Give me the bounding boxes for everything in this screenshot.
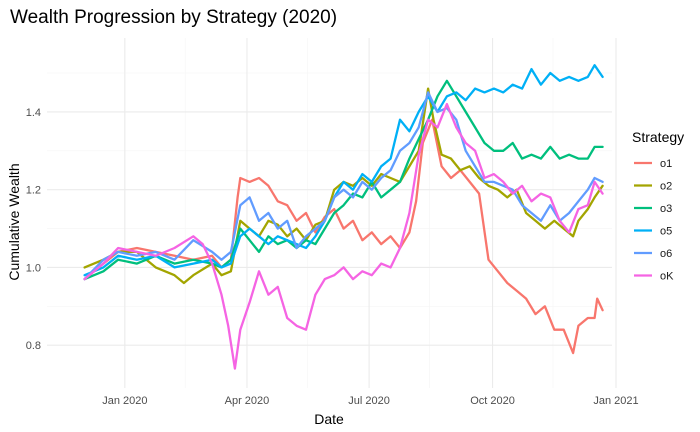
x-axis-title: Date (314, 411, 344, 427)
legend-label-o6: o6 (660, 248, 672, 260)
series-line-oK (83, 102, 604, 370)
legend-label-o2: o2 (660, 181, 672, 193)
y-tick-label: 1.0 (26, 262, 41, 274)
legend: Strategy o1 o2 o3 o5 o6 oK (632, 129, 684, 283)
series-line-o1 (83, 118, 604, 355)
x-tick-label: Apr 2020 (225, 395, 270, 407)
x-tick-label: Jul 2020 (348, 395, 390, 407)
grid (47, 38, 617, 388)
y-tick-label: 1.4 (26, 107, 41, 119)
y-tick-label: 1.2 (26, 185, 41, 197)
legend-label-o1: o1 (660, 158, 672, 170)
axes: 0.8 1.0 1.2 1.4 Jan 2020 Apr 2020 Jul 2020 Oct … (26, 107, 639, 407)
series-line-o5 (83, 64, 604, 277)
series-line-o3 (83, 79, 604, 281)
series-line-o6 (83, 91, 604, 281)
legend-items: o1 o2 o3 o5 o6 oK (634, 158, 674, 283)
legend-title: Strategy (632, 129, 684, 145)
x-tick-label: Jan 2020 (102, 395, 147, 407)
chart-title: Wealth Progression by Strategy (2020) (10, 7, 337, 28)
x-tick-label: Oct 2020 (470, 395, 515, 407)
legend-label-o3: o3 (660, 203, 672, 215)
y-tick-label: 0.8 (26, 340, 41, 352)
legend-label-o5: o5 (660, 226, 672, 238)
y-axis-title: Cumulative Wealth (6, 163, 22, 280)
legend-label-oK: oK (660, 271, 674, 283)
series-line-o2 (83, 87, 604, 285)
x-tick-label: Jan 2021 (593, 395, 638, 407)
series-lines (83, 64, 604, 370)
